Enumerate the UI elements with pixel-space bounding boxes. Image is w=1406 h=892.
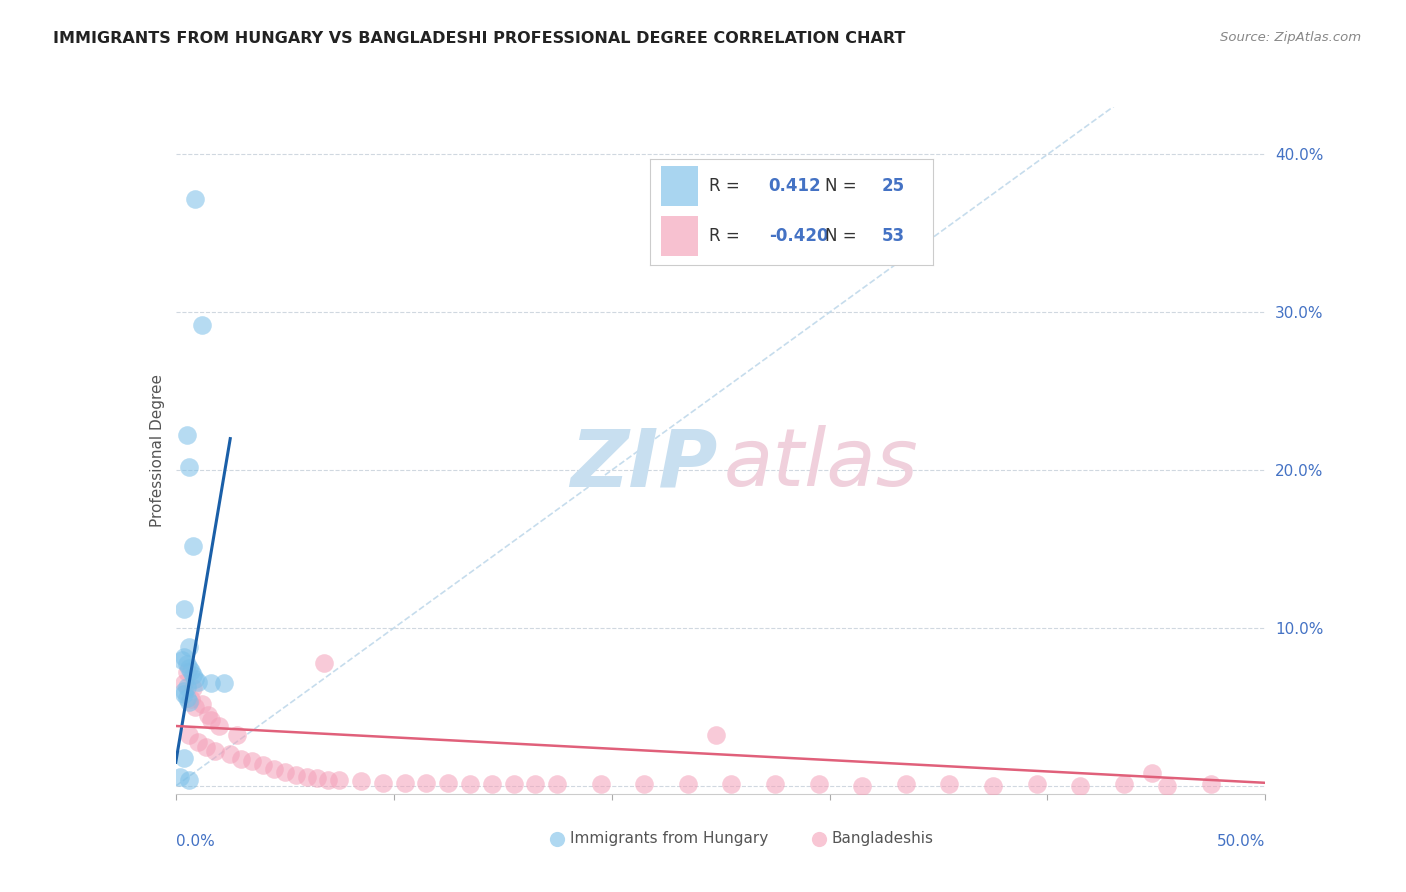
Point xyxy=(720,777,742,791)
Point xyxy=(200,713,222,727)
Point xyxy=(589,777,612,791)
Point xyxy=(173,676,195,690)
Point xyxy=(180,692,202,706)
Text: N =: N = xyxy=(825,177,862,194)
Point xyxy=(481,777,503,791)
Point xyxy=(191,697,214,711)
Point xyxy=(172,653,194,667)
Point xyxy=(195,739,218,754)
Point xyxy=(312,656,335,670)
Point xyxy=(274,764,297,779)
Text: 53: 53 xyxy=(882,227,905,244)
Point xyxy=(173,649,195,664)
Point xyxy=(546,777,568,791)
Point xyxy=(186,735,209,749)
Point xyxy=(295,770,318,784)
Text: ZIP: ZIP xyxy=(569,425,717,503)
Point xyxy=(225,729,247,743)
Point xyxy=(371,776,394,790)
Point xyxy=(502,777,524,791)
Text: Source: ZipAtlas.com: Source: ZipAtlas.com xyxy=(1220,31,1361,45)
Point xyxy=(200,676,222,690)
Point xyxy=(1069,779,1091,793)
Point xyxy=(177,729,200,743)
Point xyxy=(204,744,226,758)
Point xyxy=(176,680,198,694)
Point xyxy=(763,777,786,791)
Point xyxy=(1025,777,1047,791)
FancyBboxPatch shape xyxy=(661,166,697,206)
Point xyxy=(981,779,1004,793)
Point xyxy=(197,707,219,722)
FancyBboxPatch shape xyxy=(661,216,697,257)
Text: 50.0%: 50.0% xyxy=(1218,834,1265,849)
Text: Bangladeshis: Bangladeshis xyxy=(832,831,934,846)
Point xyxy=(284,768,307,782)
Point xyxy=(176,657,198,672)
Text: N =: N = xyxy=(825,227,862,244)
Point xyxy=(1140,766,1163,780)
Point xyxy=(173,687,195,701)
Point xyxy=(177,660,200,674)
Text: -0.420: -0.420 xyxy=(769,227,828,244)
Point xyxy=(307,771,329,785)
Point xyxy=(938,777,960,791)
Point xyxy=(184,700,207,714)
Text: R =: R = xyxy=(709,177,745,194)
Y-axis label: Professional Degree: Professional Degree xyxy=(149,374,165,527)
Text: 0.0%: 0.0% xyxy=(176,834,215,849)
Point xyxy=(181,539,204,553)
Point xyxy=(186,674,209,689)
Point xyxy=(173,602,195,616)
Point xyxy=(851,779,873,793)
Point xyxy=(191,318,214,332)
Point xyxy=(180,664,202,678)
Point xyxy=(173,750,195,764)
Point xyxy=(807,777,830,791)
Point xyxy=(350,774,373,789)
Point xyxy=(415,776,437,790)
Point xyxy=(231,752,253,766)
Point xyxy=(704,729,727,743)
Point xyxy=(240,754,263,768)
Point xyxy=(1156,779,1178,793)
Point xyxy=(252,758,274,772)
Point xyxy=(328,772,350,787)
Point xyxy=(633,777,655,791)
Point xyxy=(1112,777,1135,791)
Point xyxy=(458,777,481,791)
Point xyxy=(263,762,285,776)
Point xyxy=(173,684,195,698)
Point xyxy=(176,665,198,680)
Point xyxy=(176,428,198,442)
Point xyxy=(169,770,191,784)
Point xyxy=(676,777,699,791)
Point xyxy=(208,719,231,733)
Text: 0.412: 0.412 xyxy=(769,177,821,194)
Point xyxy=(524,777,547,791)
Text: atlas: atlas xyxy=(724,425,918,503)
Point xyxy=(928,881,950,892)
Point xyxy=(181,681,204,695)
Point xyxy=(1199,777,1222,791)
Text: IMMIGRANTS FROM HUNGARY VS BANGLADESHI PROFESSIONAL DEGREE CORRELATION CHART: IMMIGRANTS FROM HUNGARY VS BANGLADESHI P… xyxy=(53,31,905,46)
Point xyxy=(184,192,207,206)
Point xyxy=(212,676,235,690)
Text: Immigrants from Hungary: Immigrants from Hungary xyxy=(571,831,769,846)
Text: 25: 25 xyxy=(882,177,905,194)
Point xyxy=(177,772,200,787)
Point xyxy=(894,777,917,791)
Point xyxy=(177,695,200,709)
Text: R =: R = xyxy=(709,227,745,244)
Point xyxy=(394,776,416,790)
Point xyxy=(177,460,200,475)
Point xyxy=(184,672,207,686)
Point xyxy=(176,690,198,705)
Point xyxy=(219,747,242,762)
Point xyxy=(318,772,340,787)
Point xyxy=(177,640,200,654)
Point xyxy=(181,668,204,682)
Point xyxy=(437,776,460,790)
